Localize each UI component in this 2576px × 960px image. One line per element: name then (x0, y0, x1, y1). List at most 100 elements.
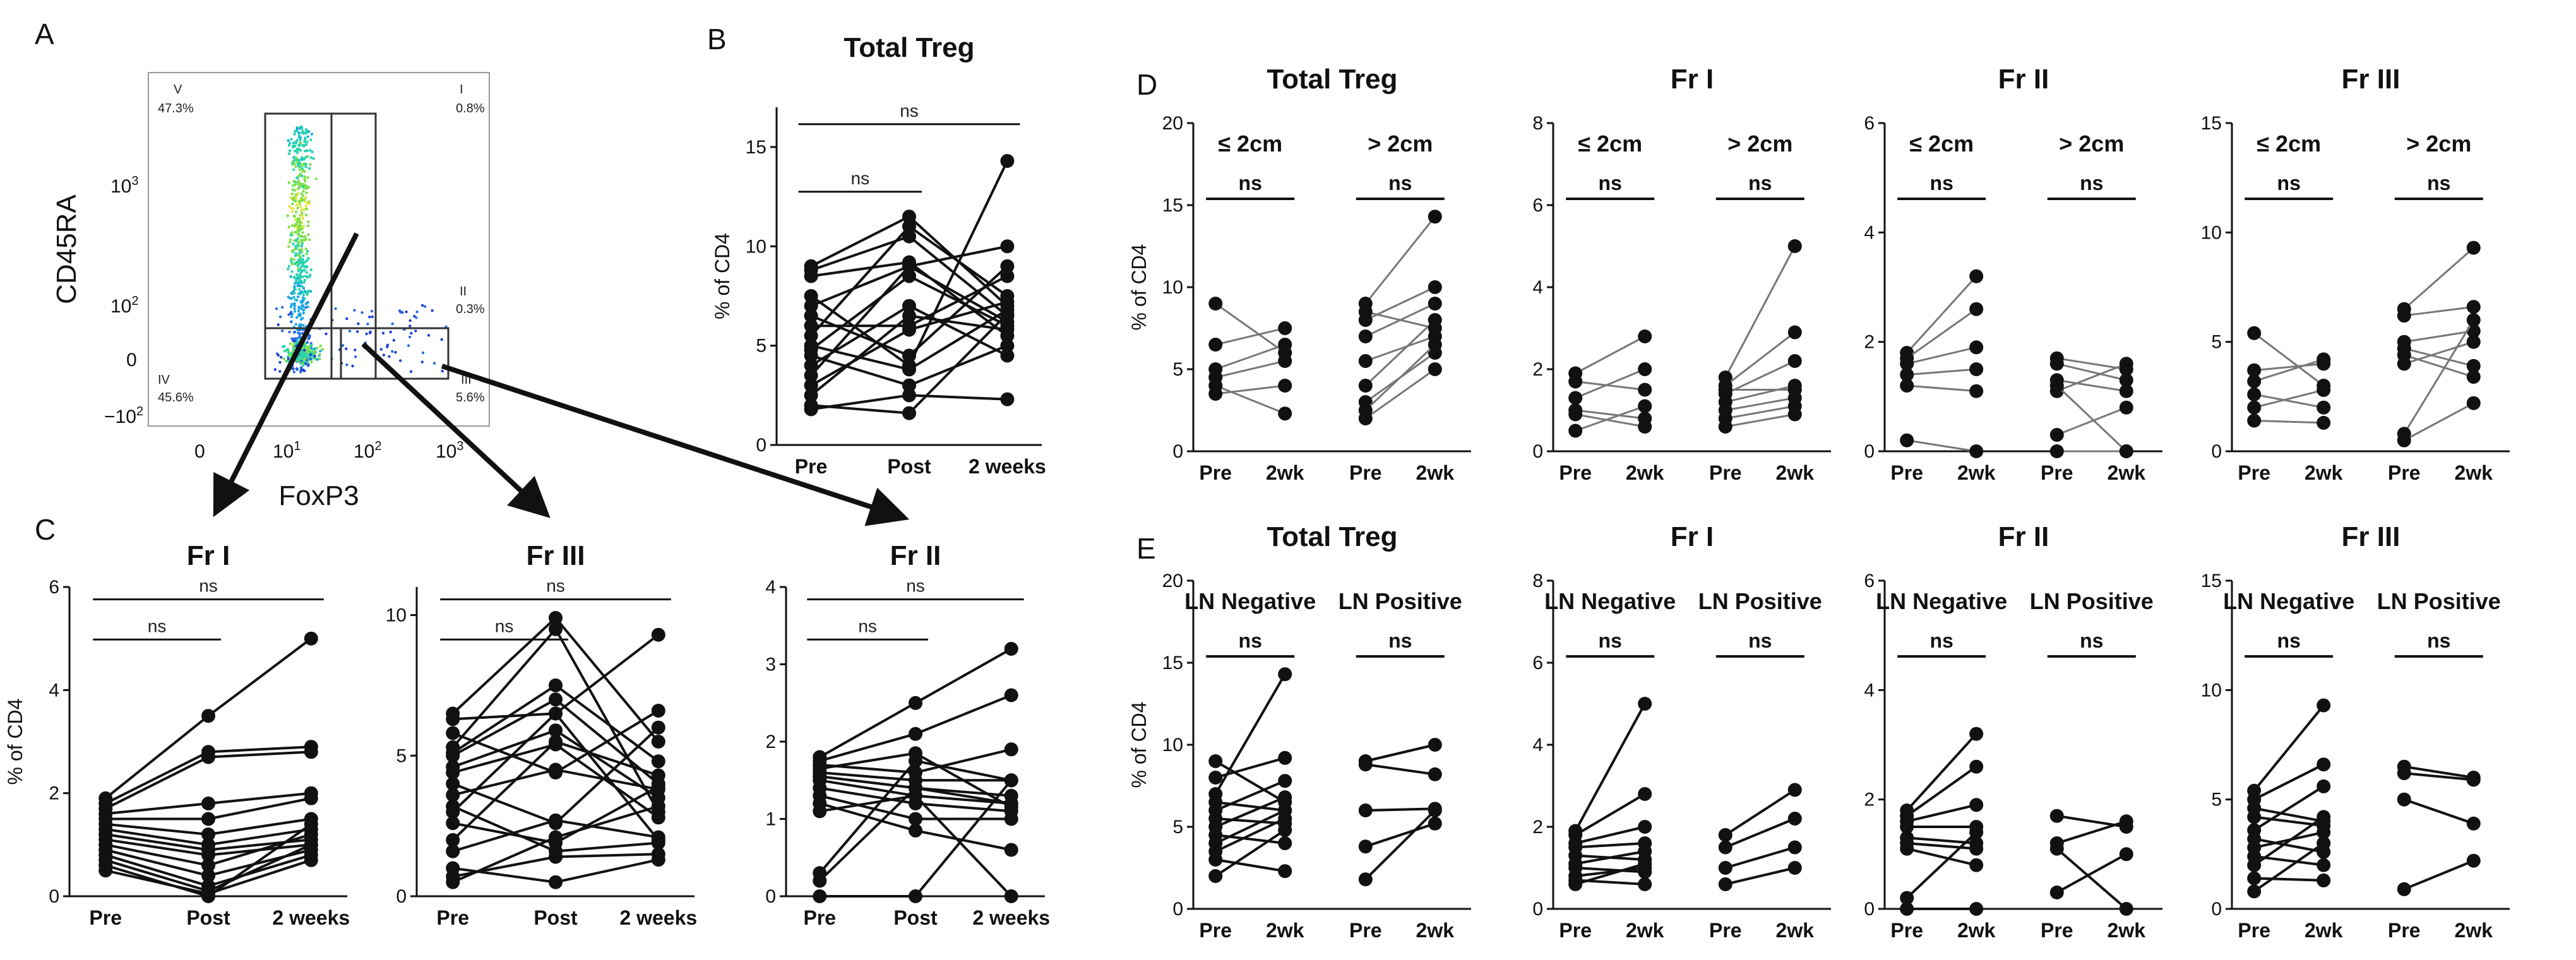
group-label: ≤ 2cm (2257, 131, 2321, 157)
data-point (2119, 400, 2133, 415)
data-point (1718, 382, 1732, 397)
data-point (2397, 882, 2411, 896)
flow-dot (298, 353, 301, 357)
data-point (1900, 433, 1914, 447)
data-point (2247, 387, 2262, 401)
data-point (1969, 798, 1984, 812)
data-point (1428, 280, 1442, 294)
flow-dot (440, 338, 443, 341)
flow-dot (294, 252, 297, 255)
series-line (446, 762, 665, 802)
data-point (813, 889, 827, 903)
flow-dot (306, 185, 309, 188)
series-segment (2253, 785, 2325, 831)
data-point (1004, 800, 1018, 815)
flow-dot (287, 144, 290, 147)
data-point (2049, 428, 2064, 442)
series-segment (1574, 703, 1646, 832)
series-segment (2404, 765, 2474, 779)
flow-dot (303, 278, 306, 282)
flow-dot (313, 350, 316, 353)
flow-dot (283, 345, 286, 348)
series-segment (1725, 360, 1796, 395)
flow-dot (299, 357, 302, 361)
flow-dot (299, 250, 302, 253)
flow-dot (314, 177, 318, 181)
data-point (446, 712, 460, 726)
panel-label-e: E (1136, 532, 1156, 565)
flow-dot (304, 204, 307, 208)
flow-dot (302, 357, 306, 361)
flow-dot (287, 181, 290, 184)
data-point (446, 766, 460, 779)
data-point (1638, 382, 1652, 397)
panel-label-b: B (707, 23, 727, 56)
flow-dot (302, 158, 306, 161)
flow-dot (301, 263, 304, 266)
flow-dot (303, 184, 306, 187)
series-segment (2254, 877, 2324, 882)
flow-dot (304, 165, 307, 169)
chart-title: Fr III (2342, 521, 2400, 552)
flow-dot (299, 199, 302, 203)
series-line (1900, 902, 1984, 916)
flow-dot (306, 257, 310, 260)
series-segment (1725, 405, 1796, 420)
data-point (1428, 210, 1442, 224)
data-point (1358, 379, 1373, 393)
x-tick-label: 2 weeks (272, 906, 350, 929)
data-point (2049, 809, 2064, 823)
flow-dot (287, 152, 290, 155)
series-line (804, 295, 1015, 393)
data-point (1969, 362, 1984, 376)
flow-dot (423, 305, 427, 308)
data-point (1900, 367, 1914, 382)
data-point (2317, 858, 2331, 872)
flow-dot (307, 364, 310, 367)
series-line (804, 309, 1015, 403)
data-point (304, 853, 318, 867)
flow-dot (292, 348, 295, 352)
y-tick-label: 0 (765, 886, 776, 907)
flow-dot (305, 191, 308, 194)
series-line (2397, 853, 2481, 896)
data-point (1900, 357, 1914, 371)
series-segment (1905, 831, 1977, 899)
gate-pct-iii: 5.6% (456, 391, 485, 405)
flow-dot (295, 273, 299, 276)
y-tick-label: 10 (386, 605, 407, 626)
flow-dot (298, 168, 301, 171)
flow-dot (409, 370, 413, 373)
group-label: LN Negative (1184, 588, 1316, 614)
data-point (804, 378, 818, 393)
series-segment (1906, 439, 1977, 453)
gate-pct-v: 47.3% (158, 102, 194, 116)
data-point (813, 761, 827, 776)
flow-dot (297, 240, 301, 244)
data-point (1638, 420, 1652, 434)
series-segment (1725, 413, 1796, 428)
flow-dot (299, 149, 302, 152)
series-line (1358, 816, 1442, 854)
y-tick-label: 2 (1532, 817, 1543, 838)
series-line (2247, 387, 2331, 415)
flow-dot (441, 369, 444, 373)
flow-dot (296, 232, 299, 235)
chart-c1: 0 2 4 6 Pre Post 2 weeks Fr I % of CD4 ns ns (4, 540, 350, 929)
flow-dot (302, 311, 305, 315)
data-point (2317, 415, 2331, 430)
data-point (909, 889, 922, 903)
series-segment (1905, 733, 1977, 812)
series-segment (1907, 384, 1977, 393)
x-tick-label: Pre (1349, 461, 1382, 484)
flow-dot (306, 176, 309, 179)
flow-dot (290, 224, 294, 227)
flow-dot (294, 158, 297, 162)
series-line (1208, 379, 1292, 401)
y-tick-label: 0 (2211, 899, 2222, 920)
series-segment (1906, 275, 1977, 354)
data-point (1638, 787, 1652, 801)
data-point (1004, 843, 1018, 857)
flow-dot (304, 200, 307, 203)
x-tick-label: Pre (2388, 461, 2421, 484)
